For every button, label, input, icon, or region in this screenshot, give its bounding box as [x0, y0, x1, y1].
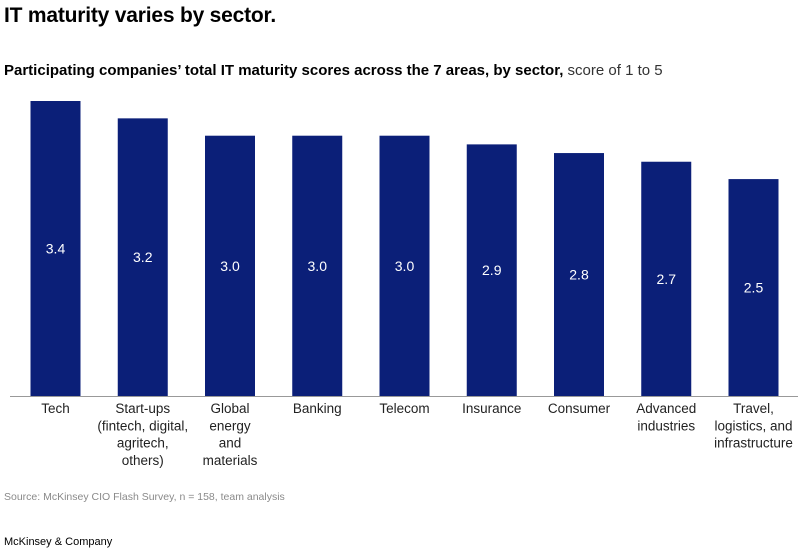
bar-value-label: 2.9: [482, 262, 502, 278]
bar-value-label: 3.0: [220, 258, 240, 274]
brand-name: McKinsey & Company: [4, 536, 113, 548]
bar: [30, 101, 81, 396]
bar: [641, 161, 692, 396]
bar-value-label: 2.8: [569, 267, 589, 283]
bar: [205, 135, 255, 397]
bar-value-label: 3.2: [133, 249, 153, 265]
bar: [117, 118, 168, 397]
bar: [554, 153, 604, 396]
category-label: Global energy and materials: [203, 401, 258, 468]
category-label: Consumer: [548, 401, 611, 416]
bar: [379, 135, 430, 397]
category-label: Insurance: [462, 401, 521, 416]
category-label: Advanced industries: [636, 401, 696, 433]
bar: [466, 144, 517, 396]
subtitle-bold: Participating companies’ total IT maturi…: [4, 62, 564, 79]
category-label: Tech: [41, 401, 70, 416]
category-label: Travel, logistics, and infrastructure: [714, 401, 793, 451]
bar-value-label: 3.0: [308, 258, 328, 274]
bar-value-label: 3.4: [46, 241, 66, 257]
source-note: Source: McKinsey CIO Flash Survey, n = 1…: [4, 491, 285, 503]
category-label: Start-ups (fintech, digital, agritech, othe…: [97, 401, 188, 468]
subtitle-normal: score of 1 to 5: [563, 62, 663, 79]
category-label: Banking: [293, 401, 342, 416]
bar: [728, 179, 779, 396]
bar-value-label: 2.7: [657, 271, 677, 287]
bar-value-label: 3.0: [395, 258, 415, 274]
chart-headline: IT maturity varies by sector.: [4, 4, 276, 27]
chart-subtitle: Participating companies’ total IT maturi…: [4, 62, 663, 79]
bar-chart: 3.4 Tech 3.2 Start-ups (fintech, digital, agr…: [10, 101, 798, 468]
category-label: Telecom: [379, 401, 429, 416]
bar: [292, 135, 343, 397]
bar-value-label: 2.5: [744, 280, 764, 296]
